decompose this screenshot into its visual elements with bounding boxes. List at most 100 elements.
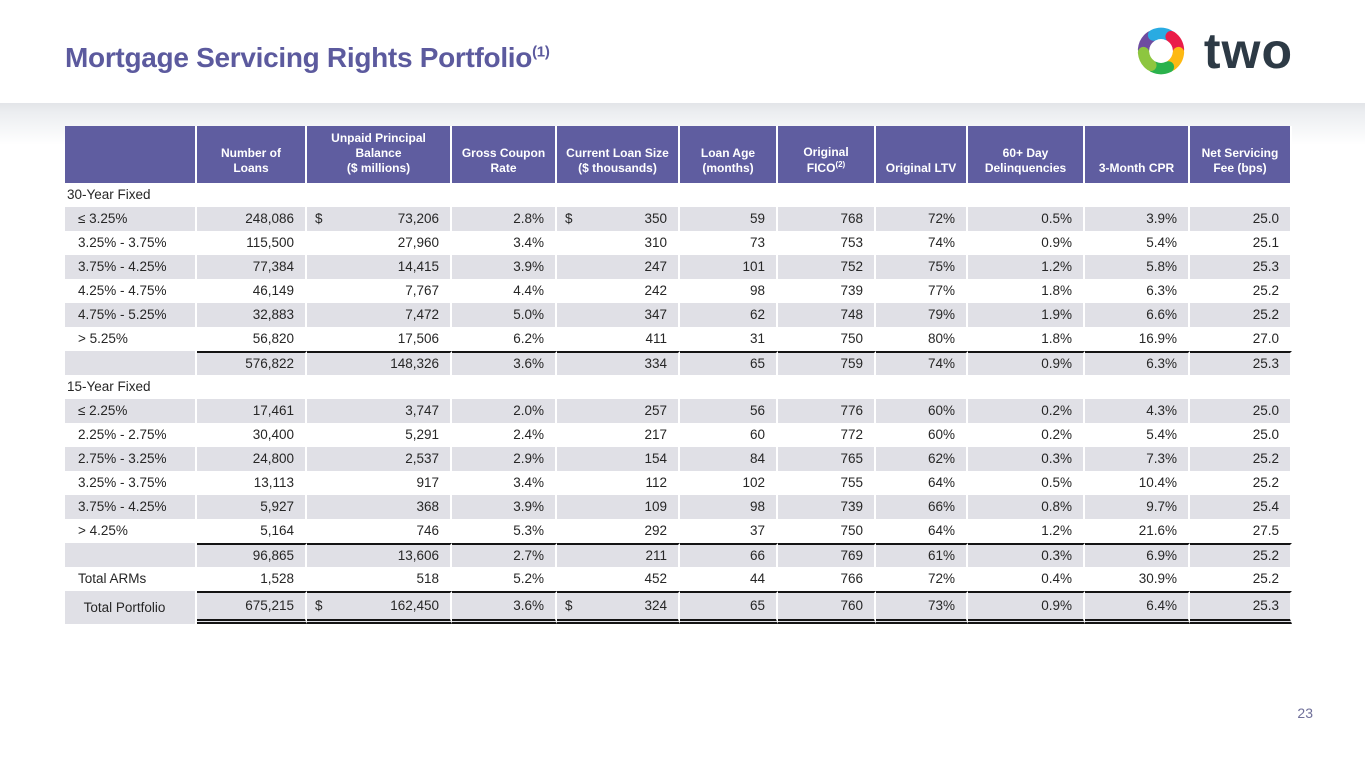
- value-cell: 17,506: [307, 327, 452, 351]
- value-cell: 56: [680, 399, 778, 423]
- value-cell: 0.8%: [968, 495, 1085, 519]
- value-cell: 31: [680, 327, 778, 351]
- value-cell: 74%: [876, 351, 968, 375]
- value-cell: 5,291: [307, 423, 452, 447]
- value-cell: 4.4%: [452, 279, 557, 303]
- column-header: Original FICO(2): [778, 126, 876, 183]
- value-cell: 64%: [876, 471, 968, 495]
- page-title-text: Mortgage Servicing Rights Portfolio: [65, 42, 533, 73]
- value-cell: 248,086: [197, 207, 307, 231]
- value-cell: 4.3%: [1085, 399, 1190, 423]
- brand-logo: two: [1130, 20, 1293, 82]
- row-label-cell: > 5.25%: [65, 327, 197, 351]
- row-label-cell: 2.25% - 2.75%: [65, 423, 197, 447]
- cell-value: 162,450: [390, 598, 439, 613]
- value-cell: 5.0%: [452, 303, 557, 327]
- value-cell: 3.4%: [452, 231, 557, 255]
- column-header: Original LTV: [876, 126, 968, 183]
- value-cell: 61%: [876, 543, 968, 567]
- value-cell: 6.2%: [452, 327, 557, 351]
- value-cell: 217: [557, 423, 680, 447]
- value-cell: 62%: [876, 447, 968, 471]
- value-cell: 60%: [876, 423, 968, 447]
- value-cell: 748: [778, 303, 876, 327]
- value-cell: 25.4: [1190, 495, 1292, 519]
- value-cell: 56,820: [197, 327, 307, 351]
- value-cell: 0.3%: [968, 543, 1085, 567]
- row-label-cell: > 4.25%: [65, 519, 197, 543]
- value-cell: 2,537: [307, 447, 452, 471]
- value-cell: 5.2%: [452, 567, 557, 591]
- value-cell: 0.5%: [968, 471, 1085, 495]
- value-cell: 101: [680, 255, 778, 279]
- table-row: > 4.25% 5,164 746 5.3% 292 37 750 64% 1.2% 21.6% 2…: [65, 519, 1292, 543]
- value-cell: 6.9%: [1085, 543, 1190, 567]
- value-cell: 3.6%: [452, 591, 557, 624]
- value-cell: 5,164: [197, 519, 307, 543]
- value-cell: 768: [778, 207, 876, 231]
- value-cell: 25.0: [1190, 399, 1292, 423]
- value-cell: 3.9%: [1085, 207, 1190, 231]
- value-cell: 30.9%: [1085, 567, 1190, 591]
- column-header: Number of Loans: [197, 126, 307, 183]
- value-cell: 6.3%: [1085, 351, 1190, 375]
- column-header: Net Servicing Fee (bps): [1190, 126, 1292, 183]
- value-cell: 65: [680, 591, 778, 624]
- value-cell: 759: [778, 351, 876, 375]
- value-cell: 5.4%: [1085, 423, 1190, 447]
- value-cell: 0.9%: [968, 591, 1085, 624]
- table-row: 2.25% - 2.75% 30,400 5,291 2.4% 217 60 772 60% 0…: [65, 423, 1292, 447]
- value-cell: 5.4%: [1085, 231, 1190, 255]
- column-header: 60+ Day Delinquencies: [968, 126, 1085, 183]
- row-label-cell: ≤ 2.25%: [65, 399, 197, 423]
- value-cell: 0.2%: [968, 423, 1085, 447]
- value-cell: 2.9%: [452, 447, 557, 471]
- value-cell: 16.9%: [1085, 327, 1190, 351]
- title-footnote-marker: (1): [532, 43, 550, 61]
- value-cell: 77,384: [197, 255, 307, 279]
- value-cell: 25.2: [1190, 471, 1292, 495]
- value-cell: 75%: [876, 255, 968, 279]
- value-cell: 292: [557, 519, 680, 543]
- value-cell: 739: [778, 279, 876, 303]
- value-cell: 30,400: [197, 423, 307, 447]
- value-cell: 0.9%: [968, 351, 1085, 375]
- value-cell: 334: [557, 351, 680, 375]
- table-row: ≤ 2.25% 17,461 3,747 2.0% 257 56 776 60% 0.2% 4.3…: [65, 399, 1292, 423]
- value-cell: 2.7%: [452, 543, 557, 567]
- value-cell: 5.3%: [452, 519, 557, 543]
- value-cell: 25.0: [1190, 423, 1292, 447]
- value-cell: 17,461: [197, 399, 307, 423]
- value-cell: 1,528: [197, 567, 307, 591]
- value-cell: 13,113: [197, 471, 307, 495]
- section-row: 15-Year Fixed: [65, 375, 1292, 399]
- value-cell: 59: [680, 207, 778, 231]
- value-cell: 518: [307, 567, 452, 591]
- value-cell: 3.6%: [452, 351, 557, 375]
- value-cell: 917: [307, 471, 452, 495]
- value-cell: 211: [557, 543, 680, 567]
- column-header: Gross Coupon Rate: [452, 126, 557, 183]
- value-cell: 368: [307, 495, 452, 519]
- cell-value: 350: [644, 211, 667, 226]
- value-cell: 2.8%: [452, 207, 557, 231]
- value-cell: 14,415: [307, 255, 452, 279]
- value-cell: 3.4%: [452, 471, 557, 495]
- row-label-cell: [65, 351, 197, 375]
- column-header: 3-Month CPR: [1085, 126, 1190, 183]
- value-cell: 98: [680, 495, 778, 519]
- two-harbors-logo-icon: [1137, 27, 1185, 75]
- value-cell: 109: [557, 495, 680, 519]
- page-title: Mortgage Servicing Rights Portfolio(1): [65, 42, 550, 74]
- cell-value: 324: [644, 598, 667, 613]
- value-cell: 65: [680, 351, 778, 375]
- row-label-cell: Total Portfolio: [65, 591, 197, 624]
- column-header: Loan Age (months): [680, 126, 778, 183]
- table-row: 4.25% - 4.75% 46,149 7,767 4.4% 242 98 739 77% 1…: [65, 279, 1292, 303]
- value-cell: 66%: [876, 495, 968, 519]
- table-row: 576,822 148,326 3.6% 334 65 759 74% 0.9% 6.3% 25.…: [65, 351, 1292, 375]
- value-cell: 84: [680, 447, 778, 471]
- value-cell: 64%: [876, 519, 968, 543]
- dollar-sign: $: [565, 598, 573, 613]
- value-cell: 6.3%: [1085, 279, 1190, 303]
